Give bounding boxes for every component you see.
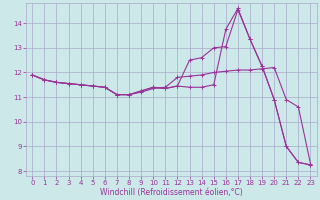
- X-axis label: Windchill (Refroidissement éolien,°C): Windchill (Refroidissement éolien,°C): [100, 188, 243, 197]
